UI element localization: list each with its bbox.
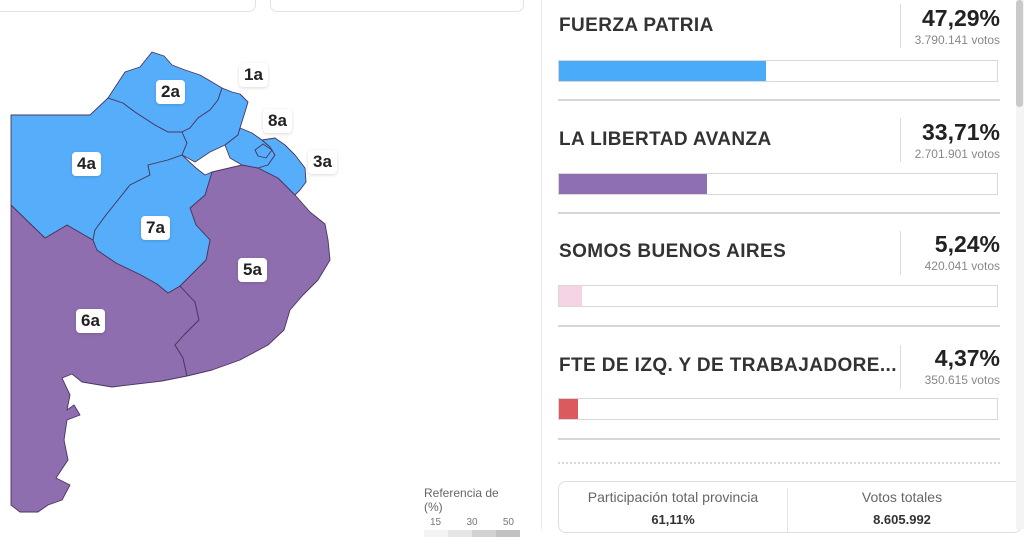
total-votes-cell: Votos totales 8.605.992 (788, 482, 1016, 527)
scrollbar-track[interactable] (1016, 0, 1024, 529)
row-divider (900, 345, 901, 389)
party-percent: 33,71% (921, 119, 1000, 145)
party-row[interactable]: FUERZA PATRIA 47,29% 3.790.141 votos (558, 0, 1000, 114)
party-votes: 350.615 votos (924, 373, 1000, 387)
section-1a-shape[interactable] (181, 87, 249, 163)
party-bar (558, 398, 998, 420)
party-row[interactable]: FTE DE IZQ. Y DE TRABAJADORE... 4,37% 35… (558, 342, 1000, 456)
participation-cell: Participación total provincia 61,11% (559, 482, 787, 527)
legend-ticks: 15 30 50 (424, 517, 520, 528)
party-percent: 4,37% (934, 345, 1000, 371)
legend-tick: 50 (502, 517, 514, 528)
section-label-6a: 6a (76, 309, 105, 333)
legend-swatch (472, 530, 496, 537)
legend-swatch (496, 530, 520, 537)
party-bar-fill (559, 399, 579, 419)
section-label-1a: 1a (239, 63, 268, 87)
party-bar-fill (559, 174, 707, 194)
participation-value: 61,11% (651, 512, 695, 527)
row-divider (900, 231, 901, 275)
section-label-4a: 4a (72, 152, 101, 176)
total-votes-label: Votos totales (861, 489, 943, 505)
legend-tick: 30 (466, 517, 478, 528)
legend-swatch (424, 530, 448, 537)
section-label-2a: 2a (156, 80, 185, 104)
party-bar-fill (559, 61, 767, 81)
map-legend: Referencia de (%) 15 30 50 (424, 486, 520, 537)
section-3a-shape[interactable] (257, 137, 307, 196)
party-votes: 3.790.141 votos (914, 33, 1000, 47)
panel-divider (541, 0, 542, 529)
legend-swatch (448, 530, 472, 537)
party-bar (558, 173, 998, 195)
party-bar-fill (559, 286, 582, 306)
party-name: SOMOS BUENOS AIRES (559, 241, 787, 262)
summary-card: Participación total provincia 61,11% Vot… (558, 481, 1022, 533)
section-label-8a: 8a (263, 109, 292, 133)
participation-label: Participación total provincia (587, 489, 759, 505)
row-separator (558, 99, 1000, 101)
party-bar (558, 60, 998, 82)
party-name: FUERZA PATRIA (559, 15, 714, 36)
party-percent: 5,24% (934, 231, 1000, 257)
party-votes: 420.041 votos (924, 259, 1000, 273)
row-separator (558, 438, 1000, 440)
legend-scale (424, 530, 520, 537)
row-separator (558, 325, 1000, 327)
party-name: FTE DE IZQ. Y DE TRABAJADORE... (559, 355, 897, 376)
section-label-5a: 5a (238, 258, 267, 282)
dotted-separator (558, 462, 1000, 464)
total-votes-value: 8.605.992 (873, 512, 931, 527)
section-label-7a: 7a (141, 216, 170, 240)
map-svg (10, 51, 331, 513)
party-row[interactable]: SOMOS BUENOS AIRES 5,24% 420.041 votos (558, 228, 1000, 342)
party-bar (558, 285, 998, 307)
party-votes: 2.701.901 votos (914, 147, 1000, 161)
province-map: 2a 1a 8a 3a 4a 7a 5a 6a (10, 51, 337, 513)
legend-tick: 15 (430, 517, 442, 528)
legend-title: Referencia de (%) (424, 486, 499, 514)
party-name: LA LIBERTAD AVANZA (559, 129, 772, 150)
party-row[interactable]: LA LIBERTAD AVANZA 33,71% 2.701.901 voto… (558, 114, 1000, 228)
summary-divider (787, 488, 788, 532)
section-label-3a: 3a (308, 150, 337, 174)
row-divider (900, 118, 901, 162)
row-divider (900, 4, 901, 48)
party-percent: 47,29% (921, 5, 1000, 31)
top-card-right[interactable] (270, 0, 524, 12)
row-separator (558, 212, 1000, 214)
top-card-left[interactable] (0, 0, 256, 12)
scrollbar-thumb[interactable] (1016, 0, 1023, 107)
